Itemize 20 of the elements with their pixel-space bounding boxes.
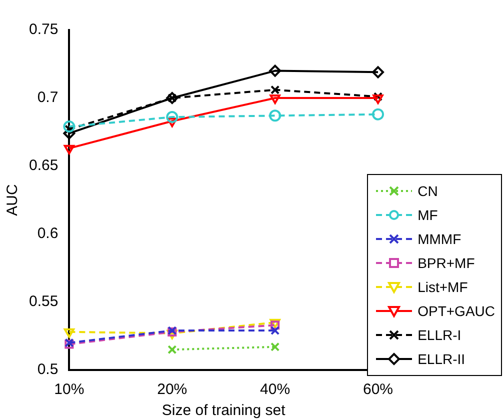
y-axis-title: AUC xyxy=(4,184,22,216)
y-tick-label: 0.6 xyxy=(37,225,58,242)
legend-label: CN xyxy=(418,182,438,201)
y-tick-label: 0.5 xyxy=(37,361,58,378)
y-tick-label: 0.65 xyxy=(28,157,58,174)
y-tick-label: 0.75 xyxy=(28,21,58,38)
y-tick-label: 0.7 xyxy=(37,89,58,106)
legend-label: BPR+MF xyxy=(418,254,475,273)
legend-label: List+MF xyxy=(418,278,468,297)
x-axis-title: Size of training set xyxy=(162,402,286,420)
legend-label: ELLR-I xyxy=(418,326,462,345)
legend-label: MMMF xyxy=(418,230,462,249)
x-tick-label: 60% xyxy=(362,381,394,398)
y-tick-label: 0.55 xyxy=(28,293,58,310)
legend-label: ELLR-II xyxy=(418,350,466,369)
legend-label: OPT+GAUC xyxy=(418,302,495,321)
legend-label: MF xyxy=(418,206,438,225)
x-tick-label: 10% xyxy=(54,381,84,398)
x-tick-label: 40% xyxy=(260,381,290,398)
x-tick-label: 20% xyxy=(157,381,188,398)
